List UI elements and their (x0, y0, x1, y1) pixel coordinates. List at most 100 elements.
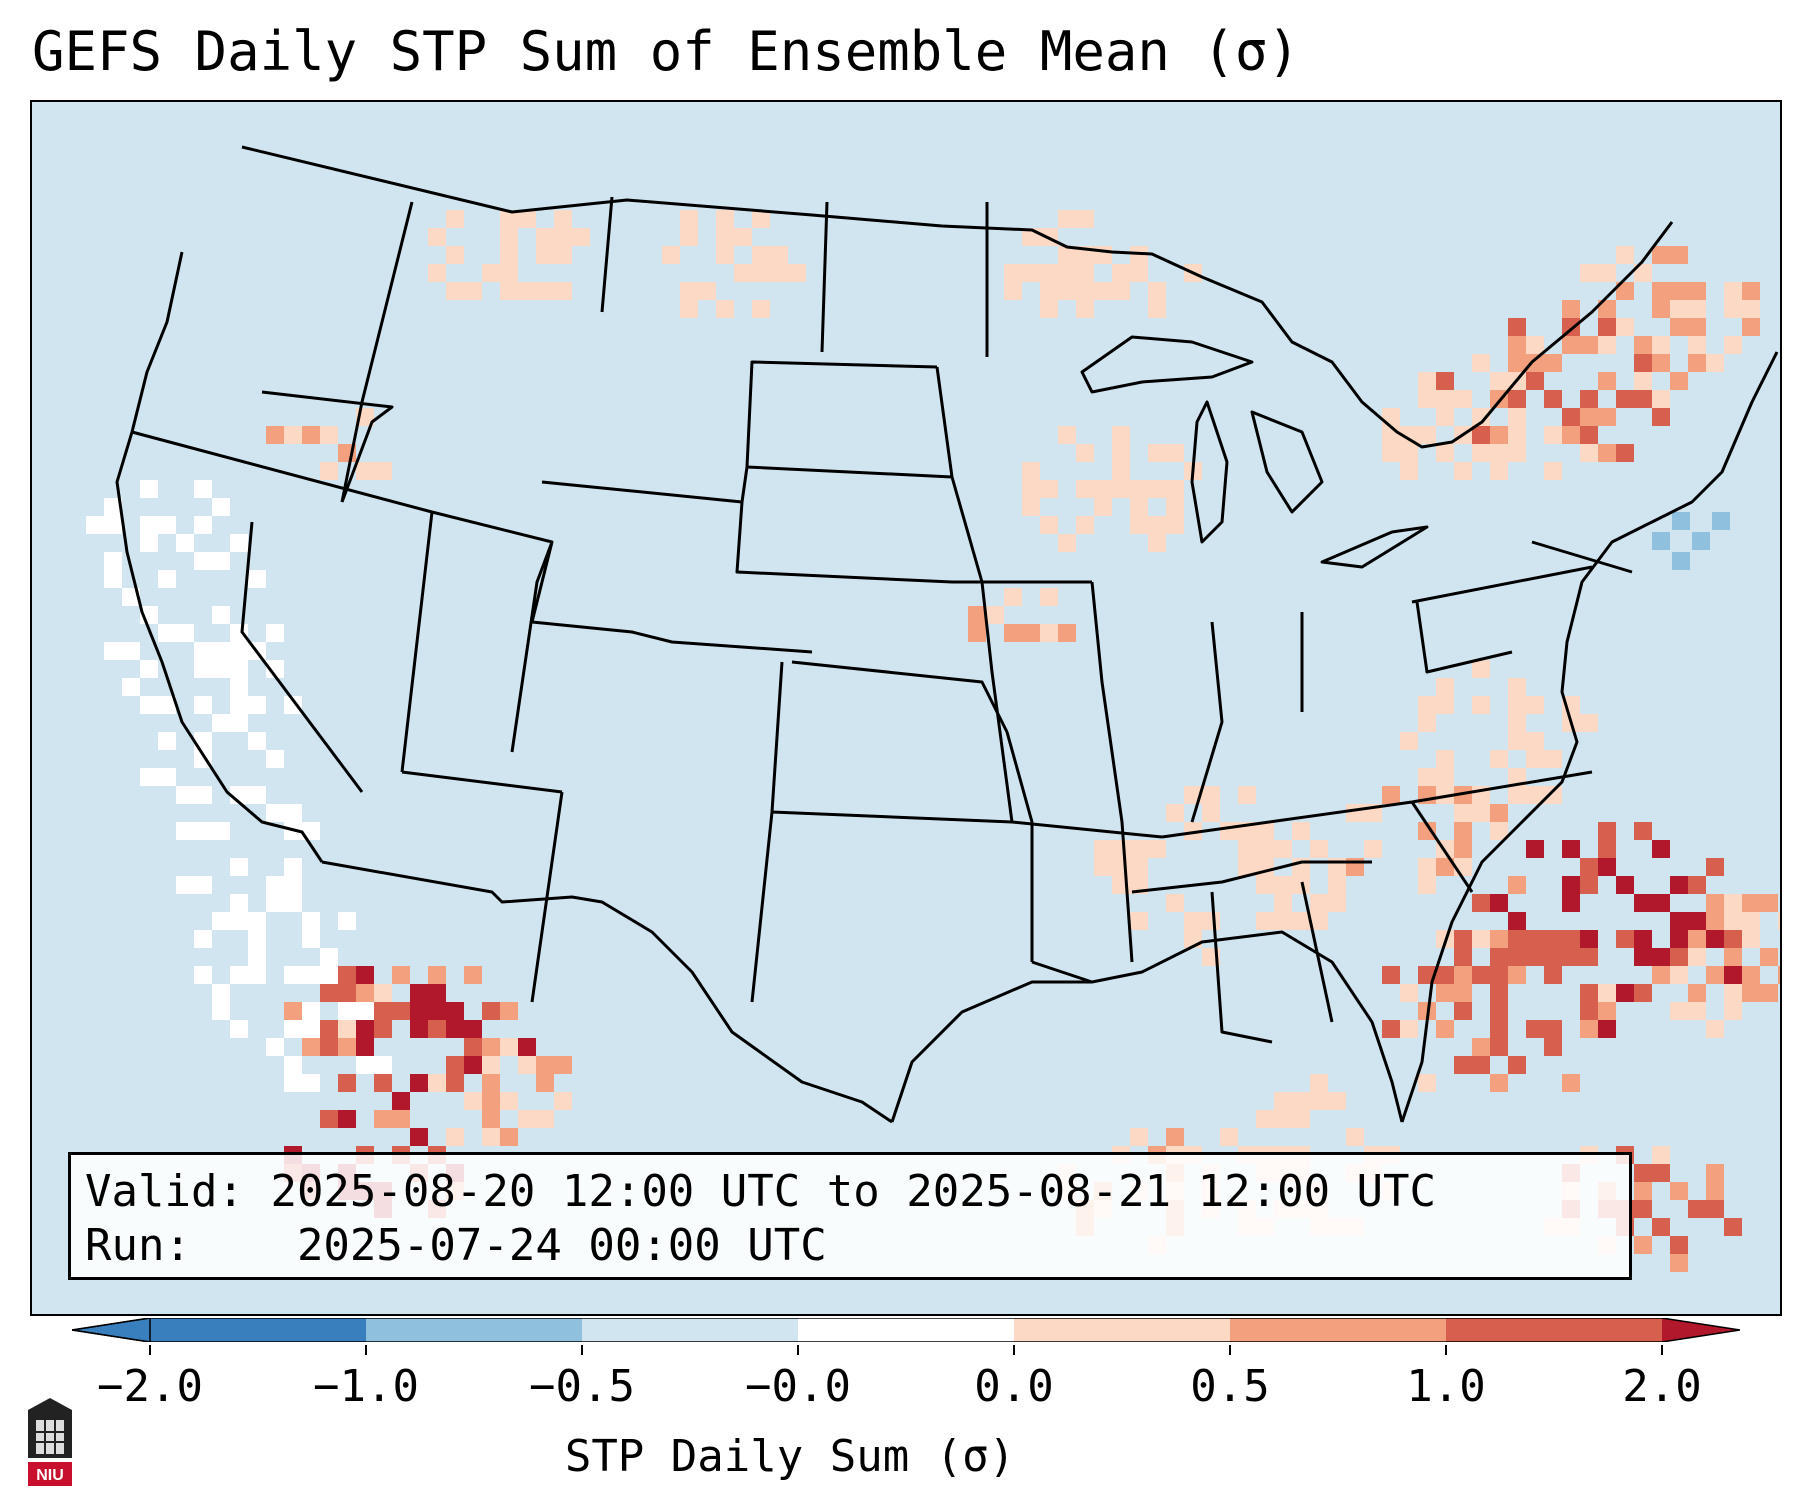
stp-cell (248, 732, 266, 750)
stp-cell (1652, 1146, 1670, 1164)
stp-cell (464, 1020, 482, 1038)
stp-cell (410, 1074, 428, 1092)
stp-cell (266, 750, 284, 768)
stp-cell (1112, 480, 1130, 498)
stp-cell (1292, 876, 1310, 894)
stp-cell (1526, 1020, 1544, 1038)
stp-cell (716, 228, 734, 246)
stp-cell (1058, 534, 1076, 552)
stp-cell (1526, 696, 1544, 714)
stp-cell (1256, 876, 1274, 894)
stp-cell (1418, 390, 1436, 408)
stp-cell (680, 210, 698, 228)
niu-logo: NIU (28, 1398, 72, 1486)
stp-cell (1472, 408, 1490, 426)
stp-cell (1454, 462, 1472, 480)
stp-cell (374, 1002, 392, 1020)
stp-cell (1274, 876, 1292, 894)
stp-cell (680, 228, 698, 246)
stp-cell (230, 534, 248, 552)
stp-cell (1724, 336, 1742, 354)
stp-cell (1652, 408, 1670, 426)
state-boundaries (115, 145, 1779, 1124)
stp-cell (1472, 1038, 1490, 1056)
stp-cell (554, 1092, 572, 1110)
stp-cell (266, 624, 284, 642)
stp-cell (320, 984, 338, 1002)
stp-cell (1058, 624, 1076, 642)
stp-cell (1454, 1056, 1472, 1074)
stp-cell (1076, 282, 1094, 300)
stp-cell (1490, 948, 1508, 966)
stp-cell (1418, 426, 1436, 444)
stp-cell (1616, 246, 1634, 264)
stp-cell (1562, 336, 1580, 354)
stp-cell (1400, 426, 1418, 444)
colorbar-tick-label: −1.0 (313, 1361, 419, 1412)
stp-cell (428, 1074, 446, 1092)
stp-cell (1724, 282, 1742, 300)
stp-cell (302, 1002, 320, 1020)
stp-cell (356, 1002, 374, 1020)
stp-cell (1490, 1020, 1508, 1038)
stp-cell (1436, 444, 1454, 462)
stp-cell (140, 660, 158, 678)
valid-label: Valid: (85, 1166, 244, 1217)
stp-cell (1616, 930, 1634, 948)
stp-cell (1670, 930, 1688, 948)
colorbar-extend-high (1662, 1318, 1740, 1342)
stp-cell (1688, 300, 1706, 318)
stp-cell (1130, 1128, 1148, 1146)
state-lines (131, 196, 1633, 1044)
stp-cell (302, 426, 320, 444)
stp-cell (1490, 966, 1508, 984)
stp-cell (1400, 1020, 1418, 1038)
stp-cell (1778, 912, 1780, 930)
stp-cell (1692, 532, 1710, 550)
stp-cell (1508, 966, 1526, 984)
stp-cell (374, 1056, 392, 1074)
stp-cell (158, 768, 176, 786)
stp-cell (1490, 750, 1508, 768)
stp-cell (1454, 948, 1472, 966)
stp-cell (536, 228, 554, 246)
stp-cell (1418, 768, 1436, 786)
stp-cell (716, 210, 734, 228)
stp-cell (230, 912, 248, 930)
stp-cell (500, 210, 518, 228)
stp-cell (1688, 1002, 1706, 1020)
stp-cell (1580, 930, 1598, 948)
stp-cell (1328, 1092, 1346, 1110)
stp-cell (1184, 822, 1202, 840)
stp-cell (1616, 390, 1634, 408)
stp-cell (230, 966, 248, 984)
stp-cell (1490, 1074, 1508, 1092)
colorbar-tick-label: −0.5 (529, 1361, 635, 1412)
stp-cell (1580, 426, 1598, 444)
valid-time-range: 2025-08-20 12:00 UTC to 2025-08-21 12:00… (270, 1166, 1437, 1217)
stp-cell (1634, 822, 1652, 840)
stp-cell (1688, 948, 1706, 966)
stp-cell (1634, 1236, 1652, 1254)
colorbar-tick-mark (365, 1345, 367, 1355)
stp-cell (230, 642, 248, 660)
stp-cell (1166, 516, 1184, 534)
stp-cell (1508, 318, 1526, 336)
stp-cell (1004, 588, 1022, 606)
stp-cell (338, 1002, 356, 1020)
stp-cell (1130, 264, 1148, 282)
stp-cell (1220, 822, 1238, 840)
colorbar-tick-label: −2.0 (97, 1361, 203, 1412)
stp-cell (482, 264, 500, 282)
stp-cell (464, 1092, 482, 1110)
stp-cell (356, 984, 374, 1002)
stp-cell (104, 552, 122, 570)
stp-cell (248, 912, 266, 930)
stp-cell (1148, 282, 1166, 300)
stp-cell (176, 534, 194, 552)
stp-cell (572, 228, 590, 246)
stp-cell (1040, 480, 1058, 498)
stp-cell (1688, 336, 1706, 354)
stp-cell (1112, 264, 1130, 282)
stp-cell (212, 822, 230, 840)
